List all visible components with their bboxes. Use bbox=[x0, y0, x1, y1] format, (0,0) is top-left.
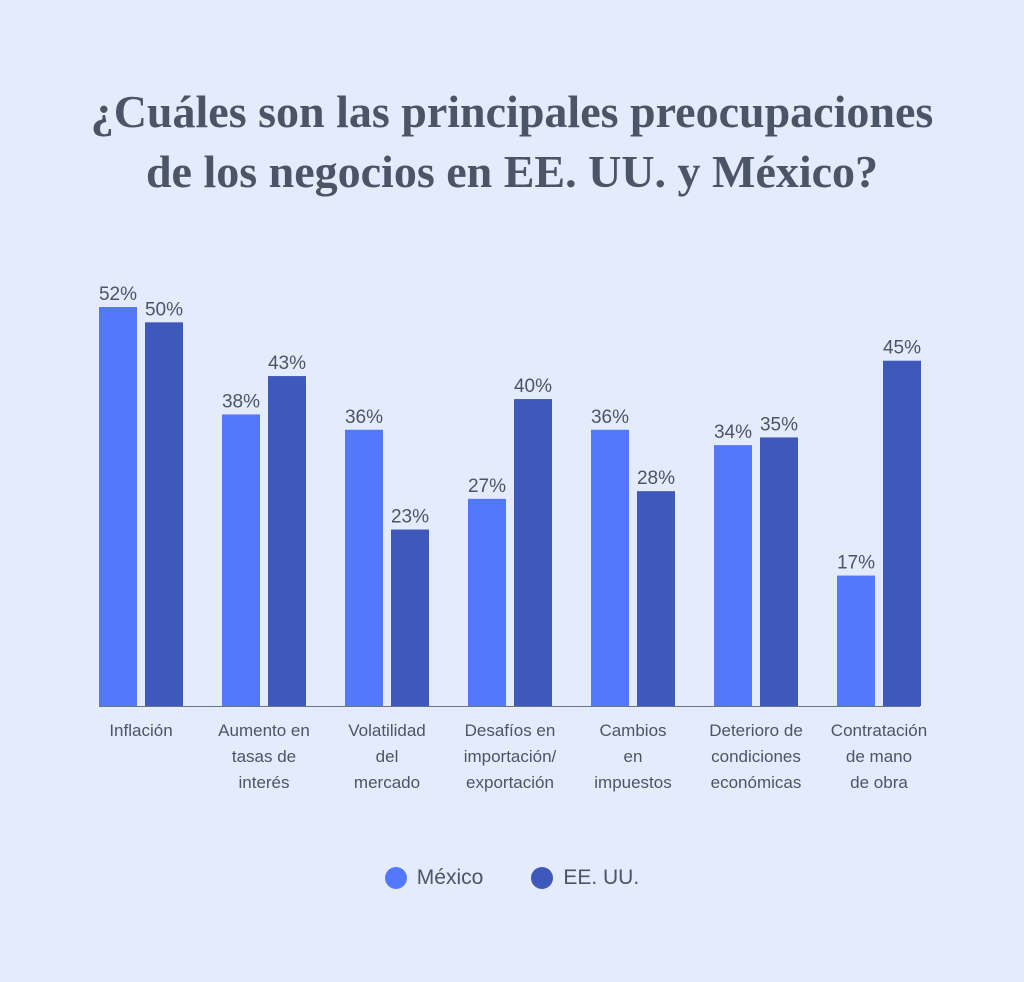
data-label-mexico-6: 17% bbox=[837, 553, 875, 574]
bar-usa-2 bbox=[391, 529, 429, 706]
category-label-1-line-2: interés bbox=[238, 773, 289, 792]
bar-mexico-2 bbox=[345, 429, 383, 706]
category-label-5-line-2: económicas bbox=[711, 773, 802, 792]
data-label-mexico-4: 36% bbox=[591, 407, 629, 428]
category-label-4-line-1: en bbox=[624, 747, 643, 766]
category-label-6-line-2: de obra bbox=[850, 773, 908, 792]
data-label-usa-4: 28% bbox=[637, 468, 675, 489]
category-label-1-line-0: Aumento en bbox=[218, 721, 310, 740]
data-label-usa-5: 35% bbox=[760, 414, 798, 435]
category-label-6-line-0: Contratación bbox=[831, 721, 927, 740]
category-label-0-line-0: Inflación bbox=[109, 721, 172, 740]
category-label-3-line-1: importación/ bbox=[464, 747, 557, 766]
category-label-1-line-1: tasas de bbox=[232, 747, 296, 766]
bar-usa-5 bbox=[760, 437, 798, 706]
data-label-usa-6: 45% bbox=[883, 338, 921, 359]
bar-mexico-0 bbox=[99, 307, 137, 706]
category-label-5-line-0: Deterioro de bbox=[709, 721, 803, 740]
bar-mexico-6 bbox=[837, 575, 875, 706]
data-label-mexico-0: 52% bbox=[99, 284, 137, 305]
bar-usa-4 bbox=[637, 491, 675, 706]
category-label-3-line-2: exportación bbox=[466, 773, 554, 792]
data-label-mexico-5: 34% bbox=[714, 422, 752, 443]
category-label-3-line-0: Desafíos en bbox=[465, 721, 556, 740]
data-label-usa-1: 43% bbox=[268, 353, 306, 374]
data-label-mexico-3: 27% bbox=[468, 476, 506, 497]
data-label-mexico-1: 38% bbox=[222, 391, 260, 412]
legend-item-mexico: México bbox=[384, 866, 484, 890]
category-label-2-line-2: mercado bbox=[354, 773, 420, 792]
chart-title: ¿Cuáles son las principales preocupacion… bbox=[40, 82, 984, 202]
category-label-4-line-0: Cambios bbox=[599, 721, 666, 740]
legend-swatch-usa bbox=[531, 867, 554, 889]
data-label-usa-2: 23% bbox=[391, 507, 429, 528]
data-label-usa-0: 50% bbox=[145, 299, 183, 320]
bar-usa-1 bbox=[268, 376, 306, 706]
bar-usa-6 bbox=[883, 360, 921, 706]
bar-mexico-3 bbox=[468, 498, 506, 706]
legend-item-usa: EE. UU. bbox=[531, 866, 639, 890]
category-label-6-line-1: de mano bbox=[846, 747, 912, 766]
data-label-usa-3: 40% bbox=[514, 376, 552, 397]
category-label-5-line-1: condiciones bbox=[711, 747, 801, 766]
chart-title-line-1: ¿Cuáles son las principales preocupacion… bbox=[90, 86, 934, 137]
legend-swatch-mexico bbox=[384, 867, 407, 889]
bar-chart: 52% 50% Inflación 38% 43% Aumento en tasas de i… bbox=[99, 284, 927, 792]
bar-mexico-4 bbox=[591, 429, 629, 706]
chart-title-line-2: de los negocios en EE. UU. y México? bbox=[145, 146, 879, 197]
bar-usa-3 bbox=[514, 399, 552, 706]
bar-usa-0 bbox=[145, 322, 183, 706]
category-label-2-line-1: del bbox=[376, 747, 399, 766]
legend-label-usa: EE. UU. bbox=[563, 866, 640, 889]
bar-mexico-1 bbox=[222, 414, 260, 706]
data-label-mexico-2: 36% bbox=[345, 407, 383, 428]
legend-label-mexico: México bbox=[416, 866, 484, 889]
category-label-2-line-0: Volatilidad bbox=[348, 721, 426, 740]
category-label-4-line-2: impuestos bbox=[594, 773, 671, 792]
bar-mexico-5 bbox=[714, 445, 752, 706]
chart-legend: México EE. UU. bbox=[0, 866, 1024, 890]
